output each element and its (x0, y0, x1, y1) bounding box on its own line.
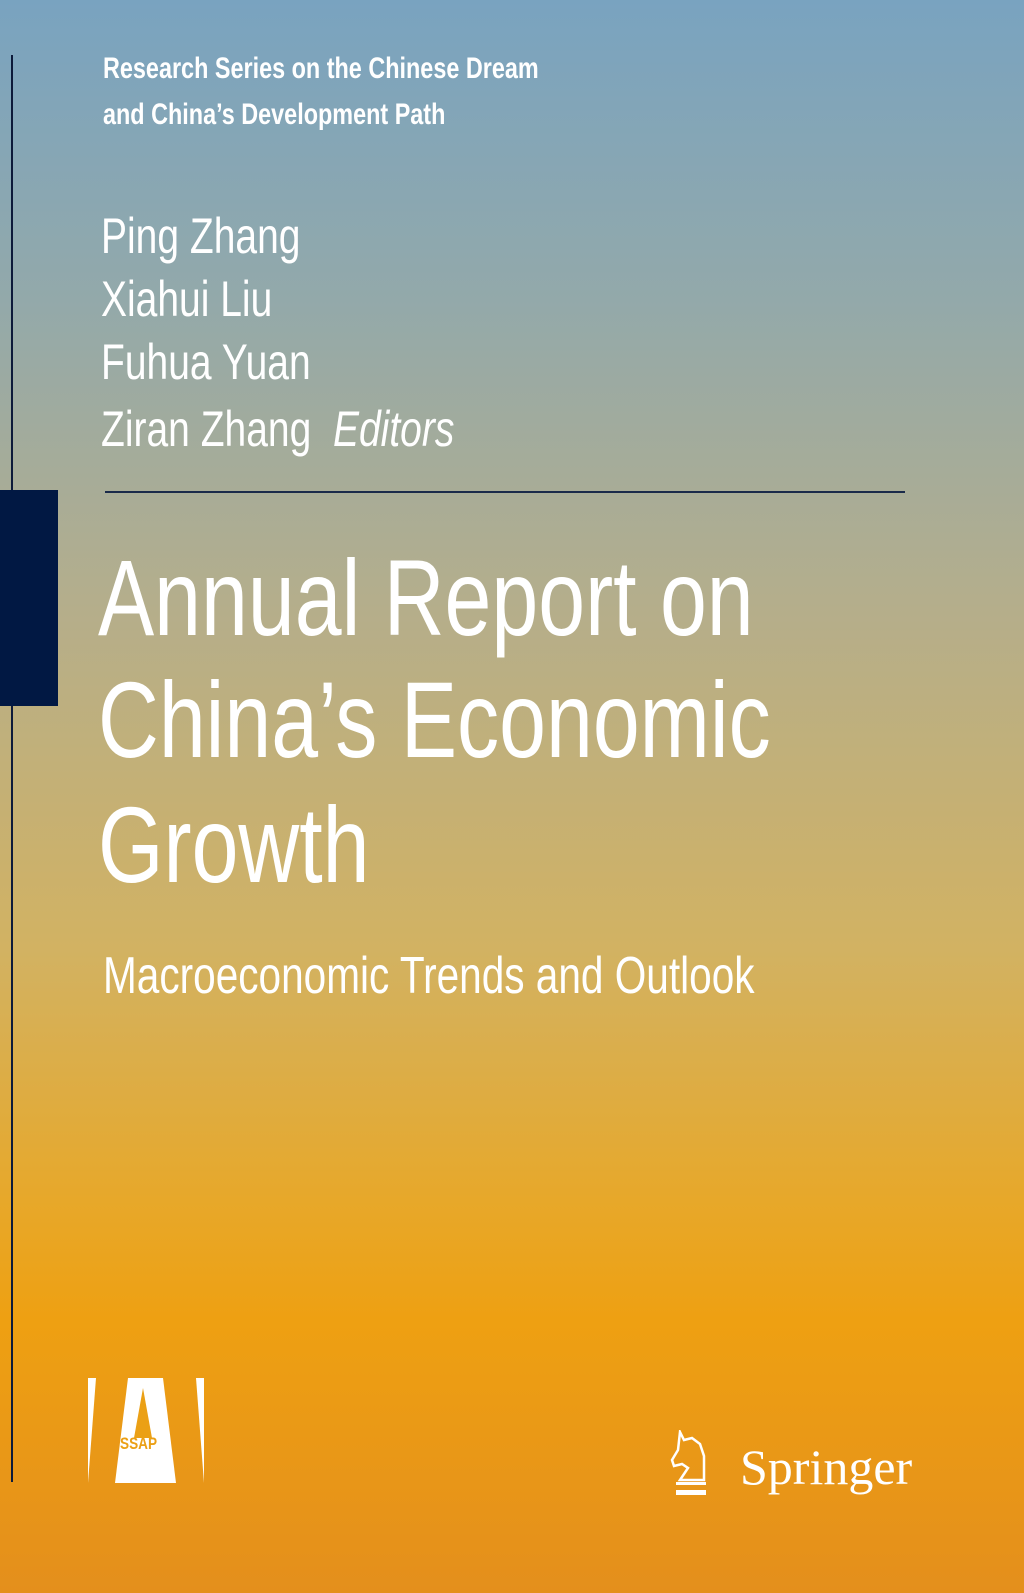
springer-horse-icon (670, 1427, 718, 1498)
book-title-line1: Annual Report on (98, 537, 754, 658)
editor-name: Ping Zhang (101, 208, 301, 264)
editor-name-row: Ziran Zhang Editors (101, 398, 454, 460)
editor-name: Fuhua Yuan (101, 334, 311, 390)
divider-rule (105, 491, 905, 493)
spine-line (11, 55, 13, 1482)
book-title-line2: China’s Economic (98, 659, 771, 780)
spine-block (0, 490, 58, 706)
springer-logo-text: Springer (740, 1439, 913, 1495)
book-subtitle: Macroeconomic Trends and Outlook (103, 947, 755, 1005)
editors-label: Editors (332, 401, 455, 457)
book-title-line3: Growth (98, 784, 370, 905)
editor-name: Xiahui Liu (101, 271, 273, 327)
editor-name: Ziran Zhang (101, 401, 312, 457)
ssap-logo-text: SSAP (120, 1434, 158, 1453)
series-title-line2: and China’s Development Path (103, 98, 446, 131)
ssap-logo: SSAP (88, 1378, 204, 1483)
series-title-line1: Research Series on the Chinese Dream (103, 52, 539, 85)
